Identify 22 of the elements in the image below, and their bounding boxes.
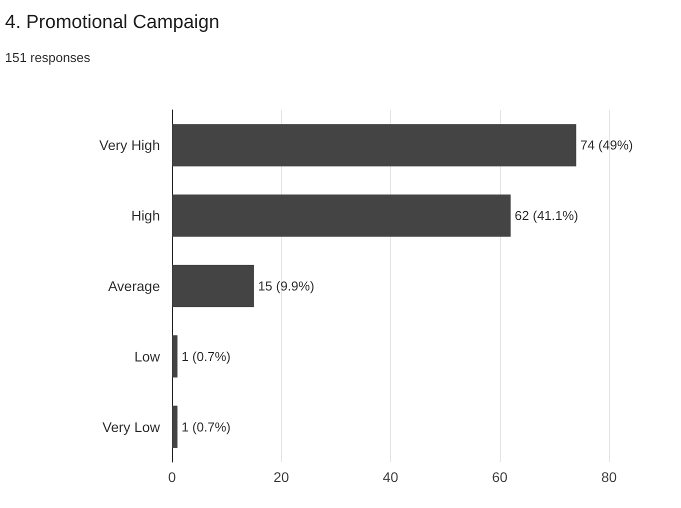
bar — [172, 194, 511, 237]
data-label: 1 (0.7%) — [181, 419, 231, 434]
y-tick-label: Average — [108, 278, 160, 294]
x-tick-label: 0 — [168, 469, 176, 485]
bar — [172, 264, 254, 308]
text: 151 responses — [5, 50, 91, 65]
data-label: 62 (41.1%) — [514, 208, 578, 224]
data-label: 1 (0.7%) — [181, 348, 231, 364]
chart-title: 4. Promotional Campaign — [5, 12, 220, 33]
data-label: 15 (9.9%) — [258, 278, 314, 294]
bar — [172, 124, 576, 166]
x-tick-label: 80 — [601, 469, 617, 485]
bar — [172, 406, 178, 448]
y-tick-label: Low — [134, 348, 161, 364]
x-tick-label: 40 — [382, 469, 398, 485]
x-tick-label: 60 — [492, 469, 508, 485]
data-label: 74 (49%) — [580, 138, 633, 153]
x-tick-label: 20 — [273, 469, 290, 485]
bar — [172, 335, 178, 378]
y-tick-label: High — [131, 208, 160, 224]
y-tick-label: Very High — [99, 137, 160, 154]
y-tick-label: Very Low — [102, 418, 161, 435]
